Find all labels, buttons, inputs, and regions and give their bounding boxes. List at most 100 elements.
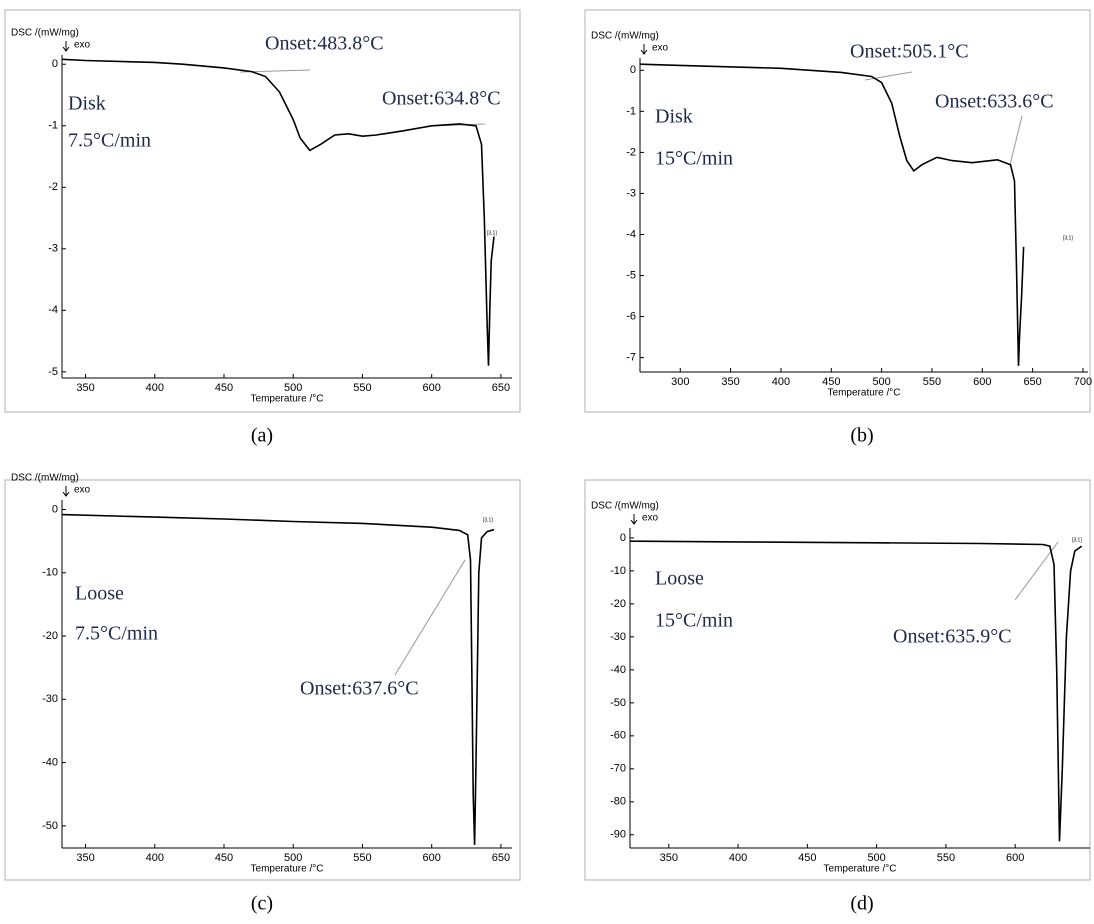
x-tick-label: 400	[729, 852, 747, 864]
y-tick-label: -50	[42, 820, 58, 832]
annotation: Onset:633.6°C	[935, 91, 1054, 113]
y-tick-label: -30	[42, 693, 58, 705]
x-tick-label: 650	[492, 382, 510, 394]
dsc-curve	[629, 540, 1083, 842]
y-tick-label: -4	[48, 304, 58, 316]
x-tick-label: 350	[76, 382, 94, 394]
x-tick-label: 400	[772, 376, 790, 388]
x-axis-label: Temperature /°C	[251, 864, 324, 875]
y-tick-label: -1	[48, 120, 58, 132]
y-tick-label: -40	[42, 756, 58, 768]
x-tick-label: 500	[872, 376, 890, 388]
exo-arrow	[62, 486, 70, 497]
dsc-curve	[639, 63, 1025, 366]
annotation: Disk	[655, 106, 693, 128]
x-tick-label: 650	[492, 852, 510, 864]
x-tick-label: 350	[721, 376, 739, 388]
y-tick-label: -2	[48, 181, 58, 193]
x-tick-label: 450	[215, 382, 233, 394]
x-tick-label: 600	[1006, 852, 1024, 864]
x-tick-label: 400	[146, 852, 164, 864]
x-tick-label: 650	[1023, 376, 1041, 388]
annotation: Loose	[655, 568, 704, 590]
y-tick-label: -60	[610, 730, 626, 742]
y-axis-label: DSC /(mW/mg)	[11, 28, 79, 39]
exo-arrow	[640, 44, 648, 55]
x-tick-label: 500	[284, 852, 302, 864]
y-axis-label: DSC /(mW/mg)	[591, 31, 659, 42]
annotation: [3,1]	[483, 517, 493, 523]
annotation: Onset:505.1°C	[850, 41, 969, 63]
y-tick-label: -20	[610, 598, 626, 610]
direction-label: exo	[642, 513, 659, 524]
annotation: 7.5°C/min	[75, 623, 158, 645]
onset-leader	[864, 71, 913, 81]
y-tick-label: -5	[626, 269, 636, 281]
annotation: [3,1]	[1063, 235, 1073, 241]
x-tick-label: 500	[284, 382, 302, 394]
x-tick-label: 550	[353, 382, 371, 394]
y-tick-label: -3	[48, 243, 58, 255]
onset-leader	[394, 559, 466, 676]
direction-label: exo	[74, 40, 91, 51]
annotation: Onset:637.6°C	[300, 678, 419, 700]
direction-label: exo	[652, 43, 669, 54]
annotation: Onset:483.8°C	[265, 33, 384, 55]
x-tick-label: 550	[937, 852, 955, 864]
panel-frame	[4, 479, 521, 881]
dsc-curve	[61, 58, 495, 366]
y-tick-label: 0	[620, 532, 626, 544]
exo-arrow	[62, 41, 70, 52]
annotation: Onset:634.8°C	[382, 88, 501, 110]
y-tick-label: -50	[610, 697, 626, 709]
y-tick-label: -7	[626, 352, 636, 364]
y-tick-label: -20	[42, 630, 58, 642]
caption: (a)	[251, 425, 273, 447]
annotation: 15°C/min	[655, 148, 733, 170]
y-tick-label: 0	[630, 64, 636, 76]
annotation: [3,1]	[487, 230, 497, 236]
exo-arrow	[630, 514, 638, 525]
x-tick-label: 500	[867, 852, 885, 864]
annotation: Onset:635.9°C	[893, 626, 1012, 648]
y-axis-label: DSC /(mW/mg)	[591, 501, 659, 512]
caption: (d)	[850, 893, 873, 915]
y-tick-label: -5	[48, 366, 58, 378]
x-axis-label: Temperature /°C	[824, 864, 897, 875]
y-tick-label: -3	[626, 187, 636, 199]
panel-frame	[584, 9, 1091, 413]
x-tick-label: 550	[353, 852, 371, 864]
annotation: [3,1]	[1072, 537, 1082, 543]
annotation: 7.5°C/min	[68, 130, 151, 152]
x-tick-label: 400	[146, 382, 164, 394]
y-tick-label: 0	[52, 58, 58, 70]
y-tick-label: -70	[610, 763, 626, 775]
x-tick-label: 700	[1074, 376, 1092, 388]
annotation: 15°C/min	[655, 610, 733, 632]
y-tick-label: -2	[626, 146, 636, 158]
x-tick-label: 450	[798, 852, 816, 864]
x-axis-label: Temperature /°C	[828, 388, 901, 399]
annotation: Disk	[68, 93, 106, 115]
y-tick-label: -4	[626, 228, 636, 240]
x-tick-label: 350	[660, 852, 678, 864]
x-tick-label: 600	[423, 852, 441, 864]
y-axis-label: DSC /(mW/mg)	[11, 473, 79, 484]
x-tick-label: 600	[423, 382, 441, 394]
x-tick-label: 550	[923, 376, 941, 388]
x-tick-label: 350	[76, 852, 94, 864]
x-axis-label: Temperature /°C	[251, 394, 324, 405]
onset-leader	[1009, 115, 1023, 166]
x-tick-label: 450	[215, 852, 233, 864]
panel-frame	[584, 479, 1091, 881]
y-tick-label: -40	[610, 664, 626, 676]
y-tick-label: -1	[626, 105, 636, 117]
y-tick-label: 0	[52, 503, 58, 515]
annotation: Loose	[75, 583, 124, 605]
dsc-curve	[61, 513, 495, 845]
x-tick-label: 450	[822, 376, 840, 388]
y-tick-label: -10	[610, 565, 626, 577]
panel-frame	[4, 9, 521, 413]
y-tick-label: -90	[610, 829, 626, 841]
